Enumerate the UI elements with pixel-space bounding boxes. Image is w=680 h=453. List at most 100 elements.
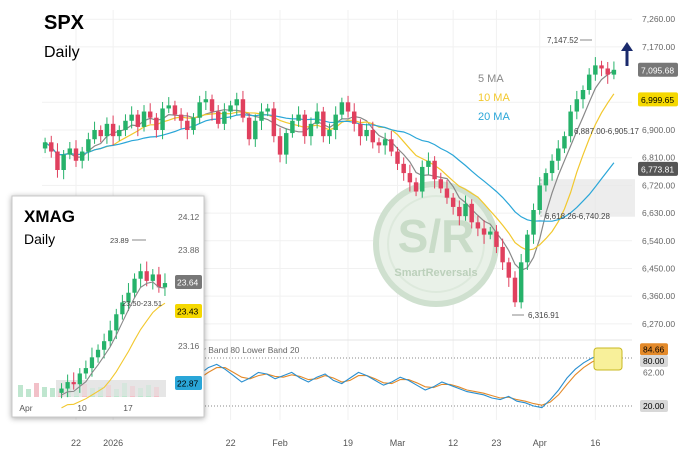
inset-high-label: 23.89 xyxy=(110,236,129,245)
inset-candle-body xyxy=(65,382,70,389)
price-tick-label: 6,720.00 xyxy=(642,180,675,190)
candle-body xyxy=(506,262,512,278)
candle-body xyxy=(352,111,357,124)
osc-tick-label: 20.00 xyxy=(643,401,665,411)
inset-title: XMAG xyxy=(24,207,75,226)
candle-body xyxy=(314,111,320,124)
candle-body xyxy=(123,120,128,130)
candle-body xyxy=(185,120,190,130)
price-badges: 7,095.68 6,999.65 6,773.81 xyxy=(638,62,678,176)
inset-candle-body xyxy=(108,330,113,342)
candle-body xyxy=(172,105,178,115)
lower-zone-label: 6,618.26-6,740.28 xyxy=(545,212,610,221)
time-tick-label: 22 xyxy=(226,438,236,448)
candle-body xyxy=(494,231,499,247)
candle-body xyxy=(463,203,468,217)
chart-title: SPX xyxy=(44,12,85,34)
time-tick-label: Mar xyxy=(390,438,406,448)
candle-body xyxy=(407,173,413,183)
osc-tick-label: 84.66 xyxy=(643,344,665,354)
candle-body xyxy=(469,203,474,223)
osc-badge xyxy=(640,343,668,356)
candle-body xyxy=(240,99,246,118)
candle-body xyxy=(525,234,530,263)
xmag-inset: 23.89 23.50-23.51 24.12 23.88 23.16 23.64 23.4… xyxy=(11,195,205,418)
candle-body xyxy=(593,65,598,75)
inset-price-tick: 23.88 xyxy=(178,245,200,255)
inset-candle-body xyxy=(120,302,125,315)
candle-body xyxy=(135,114,141,127)
candle-body xyxy=(154,117,159,130)
ma-legend-item: 5 MA xyxy=(478,73,504,85)
chart-subtitle: Daily xyxy=(44,44,80,61)
time-tick-label: Apr xyxy=(533,438,547,448)
candle-body xyxy=(191,117,196,130)
price-tick-label: 7,260.00 xyxy=(642,14,675,24)
inset-candle-body xyxy=(144,271,149,281)
price-badge xyxy=(638,62,678,77)
price-tick-label: 6,900.00 xyxy=(642,125,675,135)
time-tick-label: 2026 xyxy=(103,438,123,448)
low-label: 6,316.91 xyxy=(528,311,560,320)
candle-body xyxy=(234,99,239,106)
price-badge-label: 6,999.65 xyxy=(641,95,674,105)
candle-body xyxy=(222,111,227,124)
candle-body xyxy=(277,136,283,155)
candle-body xyxy=(438,179,444,189)
candle-body xyxy=(562,136,567,149)
candle-body xyxy=(49,142,54,152)
inset-subtitle: Daily xyxy=(24,231,55,247)
volume-bar xyxy=(26,389,31,397)
inset-ma-line xyxy=(61,302,166,409)
candle-body xyxy=(611,69,617,75)
candle-body xyxy=(364,130,369,137)
candle-body xyxy=(395,151,400,164)
candle-body xyxy=(228,105,233,112)
candle-body xyxy=(160,108,165,130)
volume-bar xyxy=(34,383,39,397)
candle-body xyxy=(302,114,307,137)
candle-body xyxy=(450,197,456,207)
candle-body xyxy=(599,65,604,69)
candle-body xyxy=(246,117,252,140)
svg-text:S/R: S/R xyxy=(398,210,475,262)
price-tick-label: 6,450.00 xyxy=(642,263,675,273)
candle-body xyxy=(265,108,270,112)
oscillator-legend: r Band 80 Lower Band 20 xyxy=(203,345,300,355)
candle-body xyxy=(86,139,91,152)
candle-body xyxy=(376,142,382,146)
upper-zone-label: 6,887.00-6,905.17 xyxy=(574,127,639,136)
candle-body xyxy=(500,246,505,263)
candle-body xyxy=(574,99,580,112)
candle-body xyxy=(457,206,462,217)
inset-badge-label: 23.43 xyxy=(177,307,199,317)
inset-candle-body xyxy=(138,271,143,279)
candle-body xyxy=(358,123,363,137)
candle-body xyxy=(253,120,258,140)
candlestick-series xyxy=(42,57,617,309)
ma-legend: 5 MA 10 MA 20 MA xyxy=(478,73,510,123)
volume-bar xyxy=(18,385,23,397)
inset-candle-body xyxy=(156,274,162,288)
candle-body xyxy=(333,114,338,130)
candle-body xyxy=(370,130,376,143)
support-zones xyxy=(540,179,635,217)
candle-body xyxy=(215,111,221,124)
candle-body xyxy=(67,148,73,155)
price-badge xyxy=(638,161,678,176)
time-tick-label: 16 xyxy=(590,438,600,448)
price-tick-label: 6,540.00 xyxy=(642,236,675,246)
inset-badge-label: 23.64 xyxy=(177,278,199,288)
price-tick-label: 6,630.00 xyxy=(642,208,675,218)
osc-tick-label: 62.00 xyxy=(643,367,665,377)
inset-time-tick: Apr xyxy=(19,403,32,413)
candle-body xyxy=(389,139,394,152)
candle-body xyxy=(537,185,542,210)
inset-candle-body xyxy=(77,373,82,385)
candle-body xyxy=(290,120,295,134)
oscillator-signal-line xyxy=(199,354,618,406)
candle-body xyxy=(586,74,592,90)
candle-body xyxy=(147,111,153,118)
candle-body xyxy=(296,114,301,121)
inset-candle-body xyxy=(95,349,101,358)
